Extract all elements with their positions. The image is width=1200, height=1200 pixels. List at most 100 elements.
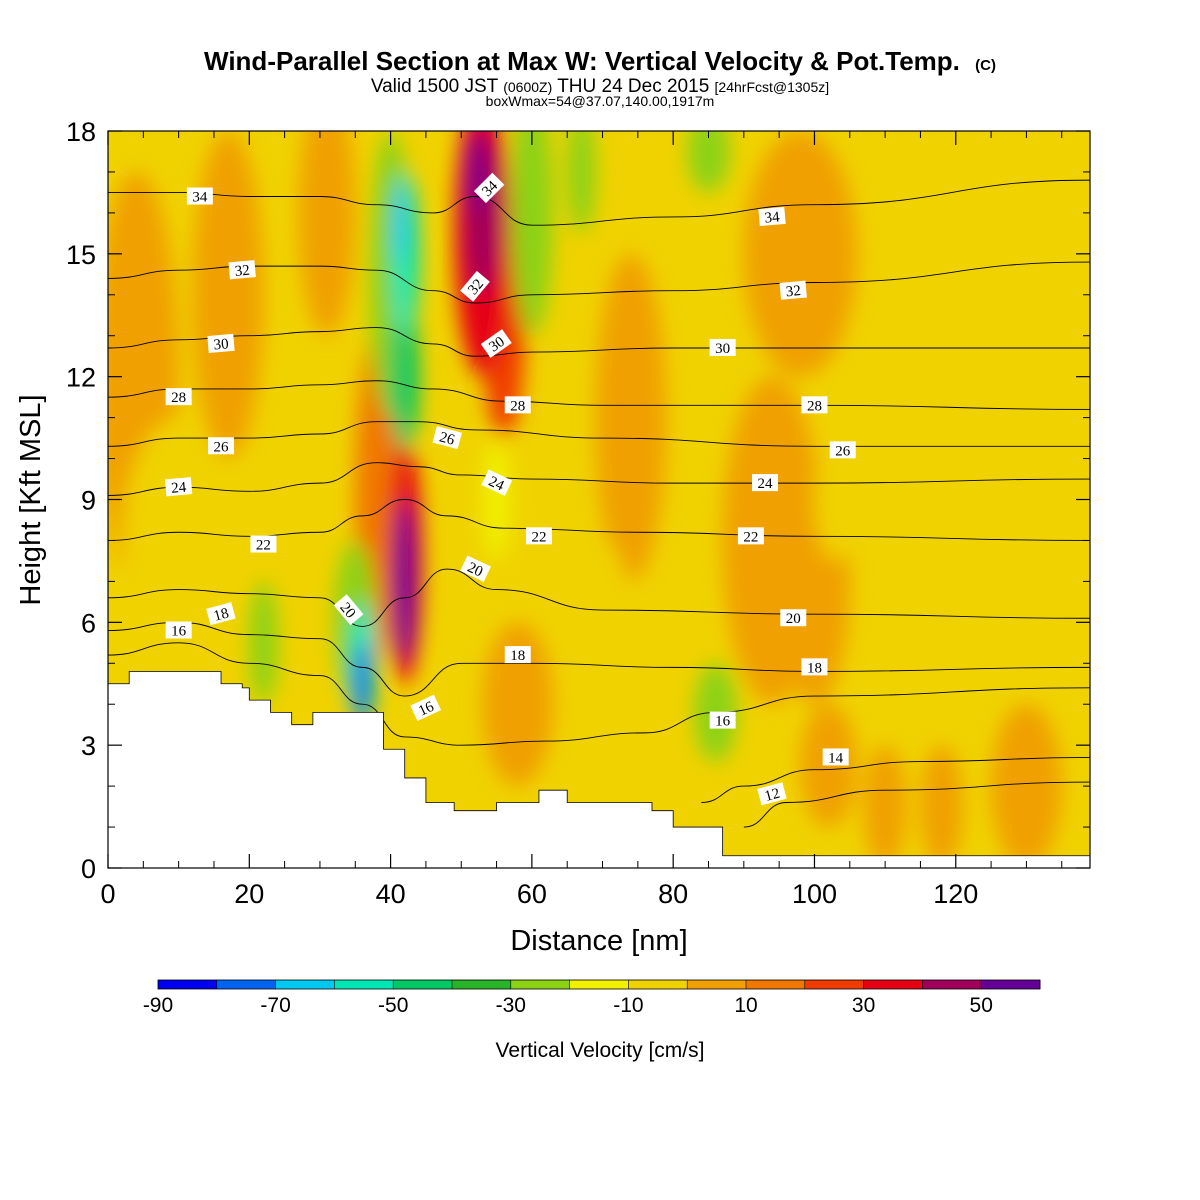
isentrope-label-box — [504, 646, 531, 664]
y-axis-title: Height [Kft MSL] — [15, 394, 47, 605]
chart-title-mark: (C) — [975, 57, 996, 74]
colorbar-swatch — [687, 980, 747, 989]
isentrope-labels: 34 34 34 32 32 32 30 30 30 28 28 28 26 26 26 24 24 24 22 22… — [164, 172, 856, 806]
isentrope-label-text: 18 — [212, 605, 231, 624]
velocity-cell — [482, 438, 511, 561]
isentrope-label-box — [757, 782, 787, 806]
isentrope-label: 32 — [779, 280, 807, 300]
x-tick-label: 40 — [376, 879, 406, 909]
isentrope-label-box — [481, 469, 513, 496]
colorbar-swatch — [569, 980, 629, 989]
isentrope-label-box — [208, 437, 235, 455]
isentrope-label-box — [709, 711, 736, 729]
x-tick-label: 60 — [517, 879, 547, 909]
colorbar-swatch — [746, 980, 806, 989]
y-tick-label: 12 — [66, 363, 96, 393]
colorbar-swatch — [216, 980, 277, 989]
colorbar-swatch — [804, 980, 865, 989]
isentrope-label-box — [164, 477, 193, 497]
isentrope-label-text: 24 — [171, 480, 188, 497]
colorbar-tick-label: -70 — [260, 994, 290, 1017]
colorbar-tick-label: -30 — [496, 994, 526, 1017]
isentrope-label-text: 18 — [510, 648, 525, 664]
isentrope-label-box — [250, 535, 277, 553]
velocity-cell — [863, 745, 907, 868]
colorbar-swatch — [922, 980, 982, 989]
velocity-cell — [687, 131, 730, 193]
isentrope-label: 26 — [208, 437, 235, 455]
colorbar-tick-label: 50 — [970, 994, 993, 1017]
isentrope-label: 30 — [709, 339, 736, 357]
isentrope-label-text: 22 — [531, 529, 546, 545]
x-axis-title: Distance [nm] — [510, 925, 687, 957]
isentrope-label: 20 — [333, 594, 364, 626]
velocity-cell — [574, 540, 631, 705]
box-info: boxWmax=54@37.07,140.00,1917m — [486, 93, 715, 109]
isentrope-label-box — [165, 388, 192, 406]
x-tick-label: 20 — [234, 879, 264, 909]
isentrope-label-box — [473, 172, 505, 204]
isentrope-label: 32 — [228, 260, 256, 280]
isentrope-label: 14 — [822, 748, 849, 766]
y-tick-label: 0 — [81, 854, 96, 884]
y-tick-label: 3 — [81, 731, 96, 761]
chart-title: Wind-Parallel Section at Max W: Vertical… — [204, 46, 996, 76]
isentrope-label: 16 — [165, 621, 192, 640]
isentrope-label: 24 — [164, 477, 193, 497]
velocity-cell — [991, 704, 1062, 868]
isentrope-label-box — [410, 694, 442, 722]
isentrope-label-text: 30 — [213, 336, 229, 353]
isentrope-label: 32 — [460, 270, 490, 302]
colorbar-swatch — [510, 980, 571, 989]
isentrope-label-text: 24 — [758, 476, 774, 492]
isentrope-label-text: 16 — [416, 699, 437, 720]
colorbar-swatch — [452, 980, 512, 989]
velocity-cell — [920, 745, 963, 868]
colorbar-swatch — [981, 980, 1041, 989]
isentrope-label-box — [460, 270, 490, 302]
isentrope-label-box — [460, 555, 491, 582]
colorbar-swatch — [863, 980, 923, 989]
chart-title-main: Wind-Parallel Section at Max W: Vertical… — [204, 46, 960, 76]
isentrope-label: 12 — [757, 782, 787, 806]
isentrope-label-text: 26 — [214, 439, 230, 455]
isentrope-label-text: 28 — [510, 398, 525, 414]
colorbar: -90 -70 -50 -30 -10 10 30 50 — [143, 979, 1041, 1017]
isentrope-18 — [108, 621, 1090, 697]
velocity-cell — [394, 499, 416, 664]
isentrope-label: 34 — [186, 187, 213, 206]
isentrope-label: 28 — [504, 396, 531, 414]
isentrope-label: 34 — [758, 206, 786, 227]
isentrope-label-text: 12 — [763, 786, 782, 805]
isentrope-34 — [108, 179, 1090, 226]
velocity-cell — [394, 180, 409, 263]
terrain — [108, 671, 1090, 868]
x-tick-label: 100 — [792, 879, 837, 909]
isentrope-label-text: 28 — [171, 390, 186, 406]
velocity-cell — [814, 438, 857, 561]
isentrope-label-box — [480, 329, 512, 358]
isentrope-label-box — [504, 396, 531, 414]
valid-prefix: Valid 1500 JST — [371, 76, 499, 97]
velocity-cell — [567, 131, 596, 234]
isentrope-label-box — [165, 621, 192, 639]
isentrope-label-text: 32 — [785, 283, 801, 300]
y-tick-label: 9 — [81, 486, 96, 516]
isentrope-label: 28 — [165, 388, 192, 406]
colorbar-swatch — [158, 980, 218, 989]
isentrope-label: 16 — [410, 694, 442, 722]
colorbar-tick-label: -10 — [613, 994, 643, 1017]
isentrope-label-box — [801, 658, 828, 676]
isentrope-16 — [108, 642, 1090, 746]
isentrope-label: 30 — [480, 329, 512, 358]
isentrope-label-text: 32 — [234, 263, 250, 280]
isentrope-30 — [108, 327, 1090, 357]
isentrope-label-text: 26 — [438, 429, 457, 448]
colorbar-frame — [157, 979, 1041, 990]
colorbar-swatch — [275, 980, 335, 989]
velocity-cell — [800, 704, 857, 828]
isentrope-label-box — [758, 206, 786, 227]
velocity-cell — [595, 253, 667, 582]
isentrope-label: 22 — [250, 535, 277, 554]
